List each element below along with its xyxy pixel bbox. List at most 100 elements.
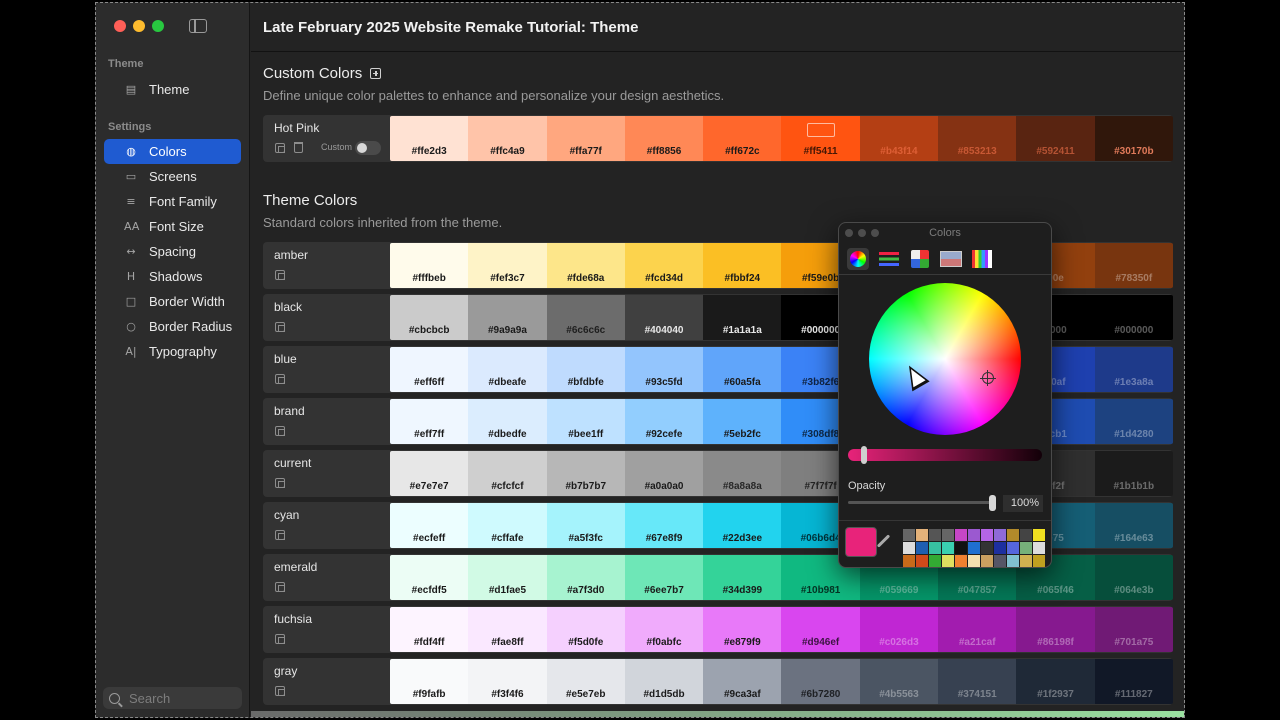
color-swatch[interactable]: #c026d3	[859, 607, 939, 652]
tab-pencils[interactable]	[971, 248, 993, 270]
saved-color-swatch[interactable]	[1007, 555, 1019, 567]
color-swatch[interactable]: #e7e7e7	[390, 451, 469, 496]
color-swatch[interactable]: #fef3c7	[468, 243, 547, 288]
copy-icon[interactable]	[275, 530, 285, 540]
minimize-window-button[interactable]	[133, 20, 145, 32]
color-swatch[interactable]: #6c6c6c	[546, 295, 625, 340]
color-swatch[interactable]: #93c5fd	[624, 347, 704, 392]
color-swatch[interactable]: #ff5411	[781, 116, 860, 161]
color-swatch[interactable]: #d946ef	[781, 607, 860, 652]
color-swatch[interactable]: #fffbeb	[390, 243, 469, 288]
color-swatch[interactable]: #fbbf24	[703, 243, 782, 288]
saved-color-swatch[interactable]	[981, 529, 993, 541]
color-swatch[interactable]: #592411	[1016, 116, 1095, 161]
color-swatch[interactable]: #92cefe	[624, 399, 704, 444]
color-swatch[interactable]: #30170b	[1094, 116, 1173, 161]
color-swatch[interactable]: #b43f14	[859, 116, 939, 161]
color-swatch[interactable]: #111827	[1094, 659, 1173, 704]
color-swatch[interactable]: #ff8856	[624, 116, 704, 161]
panel-minimize-button[interactable]	[858, 229, 866, 237]
saved-color-swatch[interactable]	[1033, 529, 1045, 541]
saved-color-swatch[interactable]	[916, 555, 928, 567]
opacity-slider-knob[interactable]	[989, 495, 996, 511]
sidebar-item-font-size[interactable]: AA Font Size	[104, 214, 241, 239]
color-swatch[interactable]: #34d399	[703, 555, 782, 600]
saved-color-swatch[interactable]	[968, 542, 980, 554]
trash-icon[interactable]	[294, 142, 303, 153]
saved-color-swatch[interactable]	[1033, 555, 1045, 567]
add-color-icon[interactable]	[370, 68, 382, 79]
sidebar-item-colors[interactable]: ◍ Colors	[104, 139, 241, 164]
color-swatch[interactable]: #1a1a1a	[703, 295, 782, 340]
copy-icon[interactable]	[275, 634, 285, 644]
color-swatch[interactable]: #ffa77f	[546, 116, 625, 161]
color-swatch[interactable]: #853213	[938, 116, 1017, 161]
saved-color-swatch[interactable]	[916, 542, 928, 554]
tab-color-palettes[interactable]	[909, 248, 931, 270]
panel-close-button[interactable]	[845, 229, 853, 237]
color-swatch[interactable]: #22d3ee	[703, 503, 782, 548]
saved-color-swatch[interactable]	[994, 542, 1006, 554]
saved-color-swatch[interactable]	[1020, 542, 1032, 554]
color-wheel[interactable]	[869, 283, 1021, 435]
sidebar-item-spacing[interactable]: ↔ Spacing	[104, 239, 241, 264]
tab-color-sliders[interactable]	[878, 248, 900, 270]
color-swatch[interactable]: #ff672c	[703, 116, 782, 161]
saved-color-swatch[interactable]	[916, 529, 928, 541]
color-swatch[interactable]: #dbeafe	[468, 347, 547, 392]
color-swatch[interactable]: #1f2937	[1016, 659, 1095, 704]
color-swatch[interactable]: #404040	[624, 295, 704, 340]
color-swatch[interactable]: #6b7280	[781, 659, 860, 704]
copy-icon[interactable]	[275, 143, 285, 153]
copy-icon[interactable]	[275, 478, 285, 488]
color-swatch[interactable]: #78350f	[1094, 243, 1173, 288]
color-swatch[interactable]: #4b5563	[859, 659, 939, 704]
saved-color-swatch[interactable]	[942, 542, 954, 554]
color-swatch[interactable]: #f5d0fe	[546, 607, 625, 652]
color-swatch[interactable]: #9ca3af	[703, 659, 782, 704]
sidebar-item-shadows[interactable]: H Shadows	[104, 264, 241, 289]
color-swatch[interactable]: #a21caf	[938, 607, 1017, 652]
color-swatch[interactable]: #eff6ff	[390, 347, 469, 392]
opacity-value-field[interactable]: 100%	[1003, 495, 1043, 512]
sidebar-item-font-family[interactable]: ≡ Font Family	[104, 189, 241, 214]
color-swatch[interactable]: #fdf4ff	[390, 607, 469, 652]
saved-color-swatch[interactable]	[1033, 542, 1045, 554]
color-swatch[interactable]: #b7b7b7	[546, 451, 625, 496]
brightness-slider[interactable]	[848, 449, 1042, 461]
sidebar-item-typography[interactable]: A| Typography	[104, 339, 241, 364]
color-swatch[interactable]: #a0a0a0	[624, 451, 704, 496]
sidebar-item-screens[interactable]: ▭ Screens	[104, 164, 241, 189]
sidebar-item-border-width[interactable]: □ Border Width	[104, 289, 241, 314]
saved-color-swatch[interactable]	[968, 555, 980, 567]
color-swatch[interactable]: #701a75	[1094, 607, 1173, 652]
saved-color-swatch[interactable]	[955, 555, 967, 567]
brightness-slider-knob[interactable]	[861, 446, 867, 464]
saved-color-swatch[interactable]	[903, 542, 915, 554]
saved-color-swatch[interactable]	[968, 529, 980, 541]
saved-color-swatch[interactable]	[1020, 529, 1032, 541]
copy-icon[interactable]	[275, 374, 285, 384]
saved-color-swatch[interactable]	[994, 555, 1006, 567]
color-swatch[interactable]: #67e8f9	[624, 503, 704, 548]
color-swatch[interactable]: #e5e7eb	[546, 659, 625, 704]
saved-color-swatch[interactable]	[1007, 529, 1019, 541]
color-swatch[interactable]: #fde68a	[546, 243, 625, 288]
saved-color-swatch[interactable]	[994, 529, 1006, 541]
color-swatch[interactable]: #1b1b1b	[1094, 451, 1173, 496]
copy-icon[interactable]	[275, 322, 285, 332]
color-swatch[interactable]: #8a8a8a	[703, 451, 782, 496]
eyedropper-icon[interactable]	[876, 534, 891, 548]
color-swatch[interactable]: #374151	[938, 659, 1017, 704]
saved-color-swatch[interactable]	[955, 542, 967, 554]
panel-zoom-button[interactable]	[871, 229, 879, 237]
saved-color-swatch[interactable]	[1007, 542, 1019, 554]
color-swatch[interactable]: #f3f4f6	[468, 659, 547, 704]
saved-color-swatch[interactable]	[929, 542, 941, 554]
color-swatch[interactable]: #5eb2fc	[703, 399, 782, 444]
color-swatch[interactable]: #cbcbcb	[390, 295, 469, 340]
saved-color-swatch[interactable]	[942, 529, 954, 541]
saved-color-swatch[interactable]	[903, 529, 915, 541]
color-swatch[interactable]: #164e63	[1094, 503, 1173, 548]
color-swatch[interactable]: #d1d5db	[624, 659, 704, 704]
